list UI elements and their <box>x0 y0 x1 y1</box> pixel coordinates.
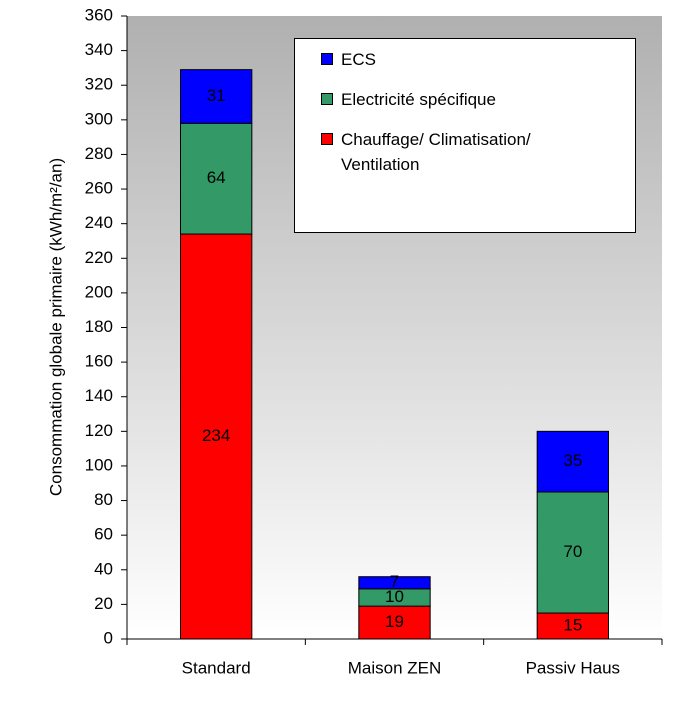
y-tick-label: 200 <box>85 282 113 301</box>
x-tick-label: Passiv Haus <box>526 658 620 677</box>
legend-swatch <box>321 93 333 105</box>
legend: ECS Electricité spécifique Chauffage/ Clim… <box>294 38 636 233</box>
y-tick-label: 320 <box>85 75 113 94</box>
data-label: 10 <box>385 587 404 606</box>
y-tick-label: 240 <box>85 213 113 232</box>
y-tick-label: 180 <box>85 317 113 336</box>
legend-swatch <box>321 53 333 65</box>
bar-segment <box>180 122 253 235</box>
bar-segment <box>536 612 610 640</box>
data-label: 7 <box>390 572 399 591</box>
y-tick-label: 360 <box>85 5 113 24</box>
y-tick-label: 280 <box>85 144 113 163</box>
y-tick-label: 80 <box>94 490 113 509</box>
y-tick-label: 260 <box>85 179 113 198</box>
x-tick-label: Standard <box>182 658 251 677</box>
y-tick-label: 100 <box>85 455 113 474</box>
bar-segment <box>180 69 253 124</box>
bar-segment <box>358 576 431 590</box>
y-tick-label: 340 <box>85 40 113 59</box>
y-tick-label: 60 <box>94 525 113 544</box>
legend-label: Electricité spécifique <box>341 90 496 109</box>
x-tick-label: Maison ZEN <box>348 658 442 677</box>
data-label: 35 <box>563 451 582 470</box>
y-tick-label: 120 <box>85 421 113 440</box>
legend-item: Electricité spécifique <box>321 87 601 112</box>
y-axis-title: Consommation globale primaire (kWh/m²/an… <box>46 158 65 496</box>
data-label: 19 <box>385 612 404 631</box>
bar-segment <box>180 233 253 640</box>
bar-segment <box>358 605 431 640</box>
bar-segment <box>536 491 610 614</box>
legend-swatch <box>321 133 333 145</box>
y-tick-label: 140 <box>85 386 113 405</box>
y-tick-label: 160 <box>85 352 113 371</box>
legend-label: ECS <box>341 50 376 69</box>
y-tick-label: 300 <box>85 109 113 128</box>
legend-label: Chauffage/ Climatisation/ Ventilation <box>341 130 531 174</box>
y-tick-label: 220 <box>85 248 113 267</box>
y-tick-label: 20 <box>94 594 113 613</box>
legend-item: Chauffage/ Climatisation/ Ventilation <box>321 127 601 177</box>
bar-segment <box>536 430 610 493</box>
y-tick-label: 0 <box>104 628 113 647</box>
data-label: 234 <box>202 426 230 445</box>
data-label: 31 <box>207 86 226 105</box>
y-tick-label: 40 <box>94 559 113 578</box>
data-label: 70 <box>563 542 582 561</box>
legend-item: ECS <box>321 47 601 72</box>
data-label: 64 <box>207 168 226 187</box>
data-label: 15 <box>563 616 582 635</box>
